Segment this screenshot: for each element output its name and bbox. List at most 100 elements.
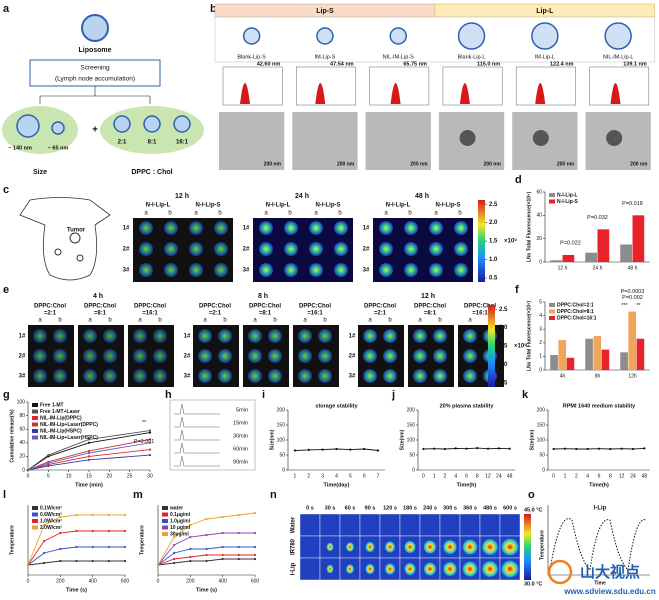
dls-peak [459, 83, 470, 104]
ln-spot [189, 242, 203, 256]
watermark-url: www.sdview.sdu.edu.cn [563, 587, 656, 596]
label: Temperature [539, 530, 545, 560]
x-axis-label: Time (s) [66, 587, 87, 593]
watermark: 山大视点 [580, 563, 640, 581]
dls-plot [442, 66, 503, 106]
ln-spot [454, 221, 468, 235]
point [335, 447, 338, 451]
y-axis-label: Size(nm) [399, 429, 405, 450]
thermal-spot [442, 539, 458, 555]
ln-spot [413, 349, 427, 363]
ln-spot [309, 242, 323, 256]
panel-label: j [391, 389, 395, 401]
x-tick-label: 4 [586, 473, 589, 479]
thermal-spot [384, 563, 396, 575]
x-tick-label: 2 [444, 473, 447, 479]
label: 30 s [325, 505, 336, 511]
point [189, 559, 192, 563]
label: N-I-Lip-L [386, 203, 411, 209]
legend-label: DPPC:Chol=16:1 [557, 315, 597, 321]
label: Screening [80, 65, 110, 72]
dls-peak [240, 83, 250, 104]
ln-spot [139, 263, 153, 277]
point [631, 447, 635, 451]
point [205, 547, 208, 551]
legend-label: Free 1-MT+Laser [40, 409, 80, 415]
x-tick-label: 600 [251, 578, 260, 584]
x-tick-label: 400 [88, 578, 97, 584]
point [43, 561, 46, 565]
label: 1.0 [489, 257, 498, 263]
label: 100 [277, 437, 286, 443]
x-tick-label: 8 [609, 473, 612, 479]
bar [585, 338, 593, 370]
legend-label: 0.1µg/ml [170, 512, 191, 518]
annotation: ** [142, 420, 147, 426]
point [87, 438, 91, 441]
label: =16:1 [142, 311, 158, 317]
thermal-spot [326, 564, 334, 574]
legend-swatch [549, 193, 555, 197]
point [433, 447, 436, 450]
label: b [58, 318, 62, 324]
dls-peak [315, 83, 326, 104]
ln-spot [413, 329, 427, 343]
point [443, 447, 447, 451]
ln-spot [214, 263, 228, 277]
point [43, 551, 46, 555]
legend-swatch [32, 409, 38, 414]
lip-small [51, 121, 65, 135]
label: N-I-Lip-S [316, 203, 341, 209]
point [47, 462, 50, 465]
ln-spot [133, 349, 147, 363]
x-tick-label: 200 [56, 578, 65, 584]
label: b [273, 318, 277, 324]
ln-spot [433, 369, 447, 383]
x-tick-label: 4 [335, 473, 338, 479]
label: 150 [537, 422, 546, 428]
thermal-spot [326, 542, 334, 552]
thermal-spot [365, 563, 375, 575]
point [189, 523, 192, 527]
legend-swatch [162, 506, 168, 510]
label: 5 [539, 299, 542, 305]
panel-label: i [262, 389, 265, 401]
ln-spot [379, 221, 393, 235]
label: 12 h [421, 293, 435, 300]
label: 60 s [345, 505, 356, 511]
ln-spot [33, 329, 47, 343]
annotation: P=0.032 [587, 215, 608, 221]
label: 48 h [415, 193, 429, 200]
label: 2# [123, 247, 130, 253]
point [123, 559, 127, 563]
point [497, 447, 500, 450]
line [27, 438, 151, 471]
point [91, 559, 94, 563]
legend-label: NIL-IM-Lip+Laser(HSPC) [40, 435, 98, 441]
x-tick-label: 30 [147, 473, 153, 479]
label: b [288, 211, 292, 217]
label: b [158, 318, 162, 324]
dls-plot [296, 66, 356, 106]
point [586, 447, 589, 451]
label: ~ 65 nm [48, 145, 69, 151]
ln-spot [33, 369, 47, 383]
x-tick-label: 1 [433, 473, 436, 479]
panel-label: n [270, 489, 277, 501]
point [59, 515, 62, 519]
point [26, 468, 30, 472]
axes [417, 410, 515, 471]
ln-spot [198, 369, 212, 383]
thermal-cell [479, 513, 501, 537]
axes [287, 410, 385, 471]
point [205, 559, 208, 563]
thermal-cell [339, 513, 361, 537]
label: 60 [536, 189, 542, 195]
bar [566, 357, 575, 370]
thermal-spot [501, 538, 519, 556]
bar [550, 260, 562, 262]
label: a [253, 318, 257, 324]
label: 3# [123, 268, 130, 274]
label: (Lymph node accumulation) [55, 76, 135, 83]
ln-spot [268, 329, 282, 343]
